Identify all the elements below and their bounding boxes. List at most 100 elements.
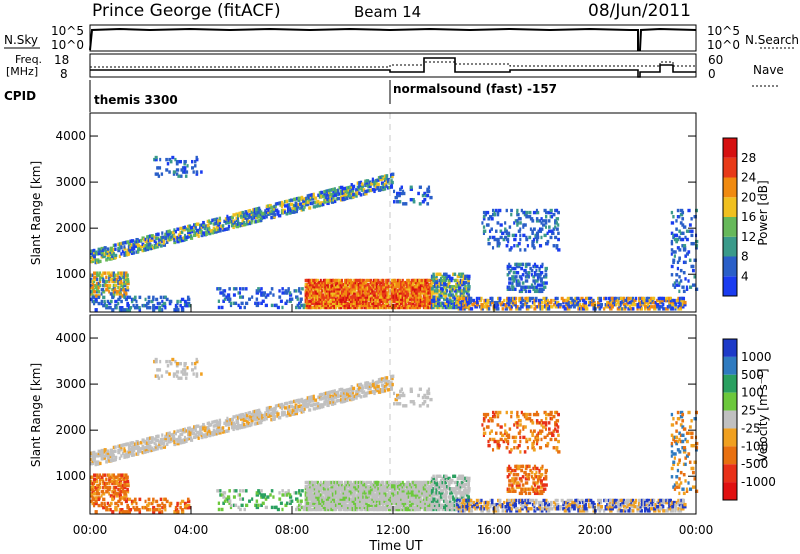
echo-cell — [186, 503, 191, 508]
echo-cell — [416, 287, 420, 291]
echo-cell — [416, 293, 419, 297]
echo-cell — [327, 282, 330, 287]
echo-cell — [483, 305, 487, 309]
echo-cell — [149, 244, 152, 249]
echo-cell — [123, 247, 127, 251]
echo-cell — [258, 208, 262, 213]
echo-cell — [390, 287, 394, 291]
echo-cell — [344, 394, 348, 399]
echo-cell — [327, 190, 331, 195]
echo-cell — [93, 275, 96, 280]
echo-cell — [90, 297, 93, 302]
echo-cell — [621, 307, 624, 311]
echo-cell — [105, 283, 109, 288]
echo-cell — [511, 275, 515, 279]
echo-cell — [186, 499, 191, 504]
echo-cell — [311, 197, 315, 201]
echo-cell — [112, 275, 116, 280]
echo-cell — [359, 285, 362, 289]
echo-cell — [126, 481, 130, 486]
echo-cell — [348, 501, 351, 505]
echo-cell — [676, 208, 680, 213]
echo-cell — [319, 293, 323, 297]
echo-cell — [114, 485, 118, 490]
echo-cell — [162, 241, 165, 245]
echo-cell — [161, 433, 164, 437]
echo-cell — [506, 266, 510, 271]
echo-cell — [299, 299, 303, 303]
echo-cell — [566, 303, 571, 307]
echo-cell — [218, 227, 222, 231]
echo-cell — [321, 202, 325, 207]
echo-cell — [303, 197, 307, 201]
echo-cell — [481, 307, 484, 311]
echo-cell — [346, 196, 349, 201]
echo-cell — [362, 282, 366, 287]
echo-cell — [150, 448, 154, 452]
echo-cell — [584, 296, 588, 301]
echo-cell — [354, 484, 357, 489]
echo-cell — [380, 287, 384, 291]
echo-cell — [272, 293, 275, 297]
echo-cell — [406, 287, 409, 291]
echo-cell — [167, 435, 171, 440]
echo-cell — [407, 278, 410, 283]
echo-cell — [200, 231, 204, 236]
echo-cell — [309, 395, 313, 399]
echo-cell — [124, 279, 128, 284]
echo-cell — [158, 306, 161, 310]
echo-cell — [133, 295, 137, 300]
echo-cell — [121, 283, 125, 288]
echo-cell — [358, 385, 361, 389]
echo-cell — [150, 436, 154, 440]
echo-cell — [126, 490, 130, 494]
echo-cell — [106, 451, 110, 455]
echo-cell — [353, 295, 357, 299]
echo-cell — [547, 298, 550, 303]
echo-cell — [91, 461, 95, 465]
echo-cell — [325, 297, 329, 301]
echo-cell — [124, 277, 128, 282]
echo-cell — [509, 277, 513, 281]
echo-cell — [155, 306, 159, 310]
echo-cell — [93, 299, 96, 304]
echo-cell — [103, 501, 106, 506]
echo-cell — [175, 361, 180, 366]
echo-cell — [337, 505, 341, 510]
echo-cell — [403, 289, 406, 293]
echo-cell — [425, 285, 429, 289]
echo-cell — [366, 291, 370, 295]
echo-cell — [173, 236, 176, 240]
echo-cell — [262, 211, 266, 216]
echo-cell — [118, 285, 122, 290]
echo-cell — [639, 303, 642, 307]
echo-cell — [410, 278, 414, 283]
echo-cell — [232, 219, 236, 223]
echo-cell — [331, 495, 334, 499]
echo-cell — [489, 303, 492, 307]
echo-cell — [360, 303, 364, 308]
echo-cell — [325, 507, 329, 512]
echo-cell — [138, 295, 142, 300]
echo-cell — [299, 408, 302, 412]
echo-cell — [524, 262, 528, 267]
echo-cell — [616, 300, 620, 305]
echo-cell — [103, 283, 106, 288]
echo-cell — [138, 449, 142, 453]
echo-cell — [315, 507, 318, 512]
echo-cell — [486, 307, 490, 311]
echo-cell — [677, 300, 680, 305]
echo-cell — [386, 303, 390, 308]
echo-cell — [229, 422, 233, 426]
echo-cell — [557, 223, 560, 227]
echo-cell — [360, 278, 363, 283]
echo-cell — [475, 303, 480, 307]
echo-cell — [348, 295, 352, 299]
echo-cell — [355, 394, 358, 398]
echo-cell — [520, 208, 523, 213]
echo-cell — [337, 499, 341, 503]
echo-cell — [357, 299, 361, 303]
echo-cell — [296, 207, 299, 211]
echo-cell — [150, 234, 154, 238]
echo-cell — [309, 291, 312, 295]
